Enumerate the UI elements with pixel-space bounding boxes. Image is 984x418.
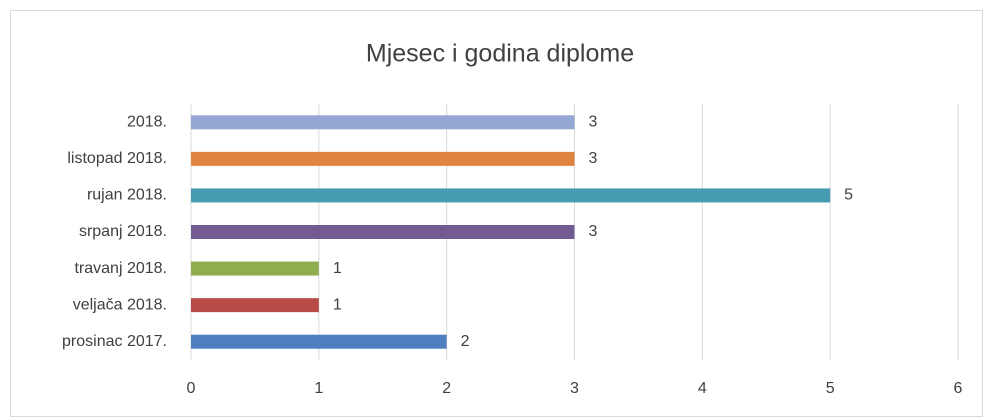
y-tick-label: prosinac 2017. — [62, 333, 167, 350]
x-tick-label: 0 — [187, 380, 196, 397]
bar — [191, 334, 447, 349]
bar — [191, 225, 575, 239]
y-tick-label: veljača 2018. — [73, 296, 167, 313]
bar — [191, 151, 575, 166]
bar — [191, 115, 575, 130]
x-tick-label: 4 — [698, 380, 707, 397]
bar — [191, 261, 319, 276]
x-tick-label: 3 — [570, 380, 579, 397]
data-label: 2 — [461, 333, 470, 350]
chart-title: Mjesec i godina diplome — [366, 40, 634, 68]
x-tick-label: 5 — [826, 380, 835, 397]
data-label: 3 — [589, 223, 598, 240]
y-tick-label: listopad 2018. — [67, 150, 167, 167]
bar — [191, 188, 831, 203]
x-tick-label: 2 — [442, 380, 451, 397]
x-tick-label: 6 — [954, 380, 963, 397]
y-tick-label: travanj 2018. — [74, 260, 167, 277]
data-label: 3 — [589, 114, 598, 131]
x-tick-label: 1 — [314, 380, 323, 397]
bar — [191, 298, 319, 313]
y-tick-label: srpanj 2018. — [79, 223, 167, 240]
chart-border — [10, 10, 983, 417]
data-label: 5 — [844, 187, 853, 204]
data-label: 1 — [333, 296, 342, 313]
data-label: 3 — [589, 150, 598, 167]
data-label: 1 — [333, 260, 342, 277]
y-tick-label: 2018. — [127, 114, 167, 131]
y-tick-label: rujan 2018. — [87, 187, 167, 204]
